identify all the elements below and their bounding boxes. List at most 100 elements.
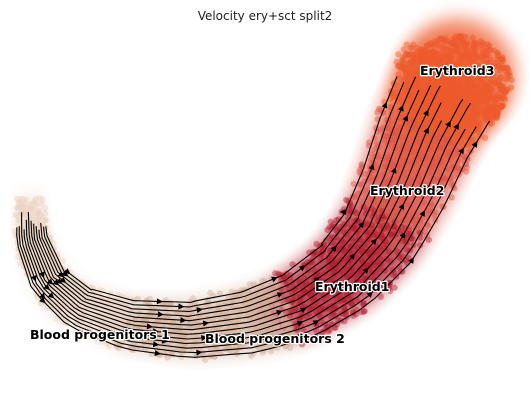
cell-point xyxy=(189,295,196,302)
cell-point xyxy=(460,142,467,149)
cell-point xyxy=(385,248,392,255)
cell-point xyxy=(324,226,331,234)
cell-point xyxy=(447,86,454,94)
cell-point xyxy=(343,265,350,272)
cell-point xyxy=(381,137,388,144)
cell-point xyxy=(280,272,287,279)
streamline-arrow xyxy=(313,277,320,284)
cell-point xyxy=(464,84,472,92)
cell-point xyxy=(163,307,170,315)
cell-point xyxy=(450,153,458,160)
cell-point xyxy=(47,255,54,262)
cell-point xyxy=(321,279,329,286)
cell-point xyxy=(362,275,369,282)
cell-point xyxy=(484,85,491,92)
cell-point xyxy=(12,232,19,239)
streamline-arrow xyxy=(408,257,414,264)
cell-point xyxy=(354,218,361,225)
cell-point xyxy=(441,173,448,181)
cell-point xyxy=(441,139,448,146)
cell-point xyxy=(427,41,434,48)
cell-point xyxy=(490,47,498,54)
cell-point xyxy=(472,127,479,134)
cell-point xyxy=(385,285,393,292)
cell-point xyxy=(408,116,415,123)
cell-point xyxy=(464,141,471,149)
cell-point xyxy=(372,262,379,269)
cell-point xyxy=(444,53,452,60)
cell-point xyxy=(426,71,433,79)
cell-point xyxy=(280,274,287,281)
cell-point xyxy=(371,146,378,153)
cell-point xyxy=(406,72,413,80)
cell-point xyxy=(377,126,384,133)
cell-point xyxy=(384,223,391,230)
streamline xyxy=(45,76,398,303)
cell-point xyxy=(425,236,432,243)
cell-point xyxy=(403,186,410,193)
cell-point xyxy=(469,34,476,41)
streamline xyxy=(21,128,466,349)
cell-point xyxy=(366,249,373,256)
cell-point xyxy=(384,133,391,140)
streamline-arrow xyxy=(381,101,388,109)
cell-point xyxy=(466,55,474,62)
cell-point xyxy=(362,186,369,193)
cell-point xyxy=(422,228,429,235)
cell-point xyxy=(268,320,275,327)
cell-point xyxy=(405,98,412,105)
cell-point xyxy=(428,201,435,208)
cell-point xyxy=(166,330,173,337)
cell-point xyxy=(282,278,289,285)
cell-point xyxy=(20,214,28,221)
cell-point xyxy=(12,211,19,218)
cell-point xyxy=(367,157,375,164)
cell-point xyxy=(28,216,36,223)
cell-point xyxy=(471,121,478,128)
cell-point xyxy=(430,160,438,167)
cell-point xyxy=(496,82,504,89)
cell-point xyxy=(409,235,416,242)
cell-point xyxy=(213,324,220,331)
cell-point xyxy=(439,203,446,210)
cell-point xyxy=(166,312,173,319)
cell-point xyxy=(467,94,475,101)
cell-point xyxy=(29,210,36,217)
cell-point xyxy=(475,128,482,136)
streamline-arrow xyxy=(358,221,364,229)
cell-point xyxy=(344,285,351,293)
cell-point xyxy=(381,225,388,233)
streamline xyxy=(33,85,441,326)
cell-point xyxy=(342,247,349,255)
cell-point xyxy=(212,346,219,353)
cell-point xyxy=(353,209,360,217)
cell-point xyxy=(426,207,433,214)
cell-point xyxy=(350,180,357,187)
cell-point xyxy=(404,230,411,237)
cell-point xyxy=(194,343,201,350)
cell-point xyxy=(401,217,408,224)
cell-point xyxy=(467,50,474,57)
cell-point xyxy=(15,199,22,206)
cell-point xyxy=(279,273,287,280)
cell-point xyxy=(13,204,21,212)
cell-point xyxy=(227,317,235,324)
cell-point xyxy=(428,146,435,153)
cell-point xyxy=(363,221,370,229)
streamline-arrow xyxy=(201,335,208,341)
cell-point xyxy=(300,327,307,334)
cell-point xyxy=(193,331,201,338)
cell-point xyxy=(397,198,404,205)
cell-point xyxy=(286,325,293,332)
cell-point xyxy=(373,140,380,147)
cell-point xyxy=(313,240,320,248)
cell-point xyxy=(142,318,149,325)
cell-point xyxy=(369,224,376,232)
cell-point xyxy=(33,195,40,202)
cell-point xyxy=(418,189,425,196)
cell-point xyxy=(17,204,24,211)
cell-point xyxy=(383,134,390,141)
cell-point xyxy=(404,52,411,59)
cell-point xyxy=(356,181,363,188)
cell-point xyxy=(496,94,503,101)
